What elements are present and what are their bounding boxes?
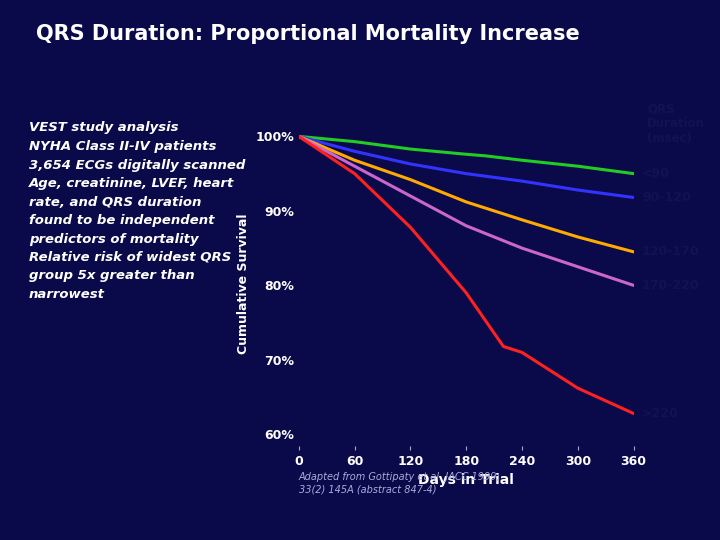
Text: 120-170: 120-170 [642,245,700,258]
Text: QRS
Duration
(msec): QRS Duration (msec) [647,102,705,145]
Text: >220: >220 [642,407,679,420]
Text: 170-220: 170-220 [642,279,700,292]
X-axis label: Days in Trial: Days in Trial [418,473,514,487]
Text: QRS Duration: Proportional Mortality Increase: QRS Duration: Proportional Mortality Inc… [36,24,580,44]
Y-axis label: Cumulative Survival: Cumulative Survival [237,213,250,354]
Text: VEST study analysis
NYHA Class II-IV patients
3,654 ECGs digitally scanned
Age, : VEST study analysis NYHA Class II-IV pat… [29,122,246,301]
Text: <90: <90 [642,167,670,180]
Text: Adapted from Gottipaty et al. JACC 1999;
33(2) 145A (abstract 847-4): Adapted from Gottipaty et al. JACC 1999;… [299,472,500,494]
Text: 90-120: 90-120 [642,191,690,204]
